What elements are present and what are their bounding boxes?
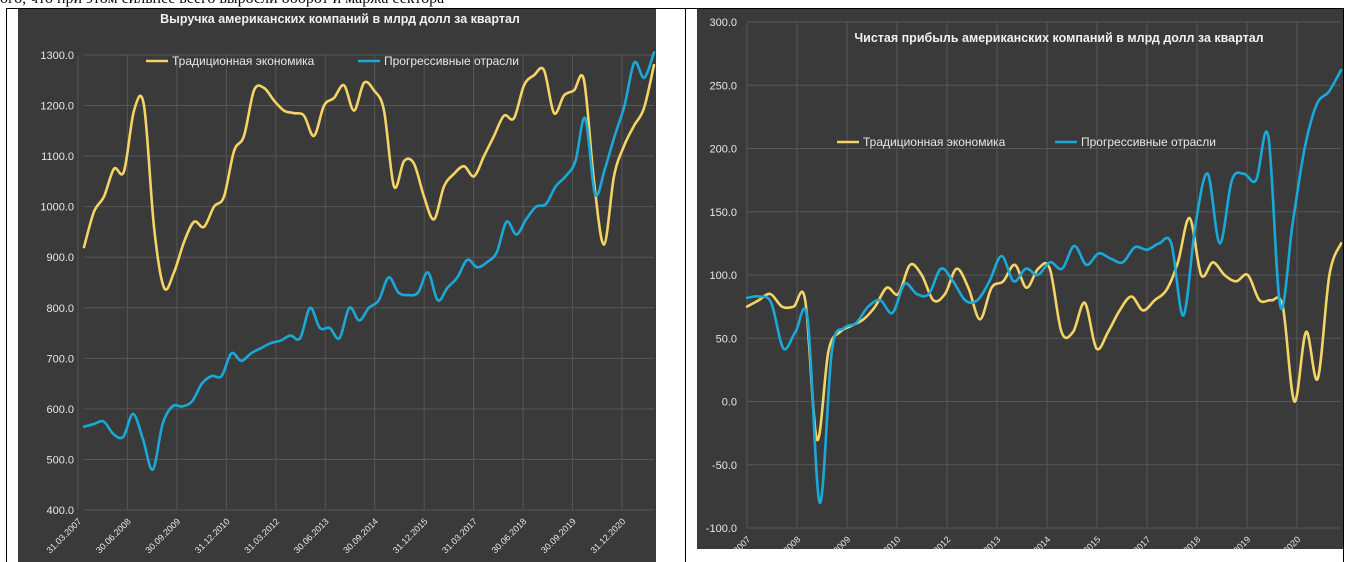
legend-label-progressive: Прогрессивные отрасли [1081,135,1216,149]
y-tick-label: 150.0 [709,207,737,219]
x-tick-label: 31.12.2015 [1063,534,1102,549]
y-tick-label: 0.0 [722,397,737,409]
legend: Традиционная экономика Прогрессивные отр… [837,135,1216,149]
x-tick-label: 30.06.2018 [490,516,529,555]
x-tick-label: 31.12.2020 [1263,534,1302,549]
x-tick-label: 31.03.2017 [1113,534,1152,549]
x-tick-label: 31.12.2010 [863,534,902,549]
x-tick-label: 30.09.2014 [1013,534,1052,549]
series-line-traditional [745,216,1343,441]
x-tick-label: 30.06.2013 [292,516,331,555]
x-tick-label: 30.06.2008 [94,516,133,555]
x-tick-label: 30.09.2019 [1213,534,1252,549]
x-tick-label: 30.09.2009 [813,534,852,549]
y-tick-label: 1200.0 [40,101,74,113]
x-tick-label: 30.09.2019 [539,516,578,555]
y-tick-label: 1300.0 [40,50,74,62]
chart-title: Чистая прибыль американских компаний в м… [854,31,1263,45]
y-tick-label: 600.0 [46,404,74,416]
x-tick-label: 31.12.2020 [588,516,627,555]
y-tick-label: 200.0 [709,144,737,156]
revenue-chart-panel: Выручка американских компаний в млрд дол… [18,9,656,562]
x-tick-label: 30.06.2008 [763,534,802,549]
y-tick-label: -50.0 [712,460,737,472]
profit-chart-panel: Чистая прибыль американских компаний в м… [697,9,1343,549]
legend: Традиционная экономика Прогрессивные отр… [146,54,519,68]
y-tick-label: 400.0 [46,505,74,517]
y-tick-label: 50.0 [716,333,737,345]
gridlines [746,21,1341,529]
revenue-chart: Выручка американских компаний в млрд дол… [40,12,656,555]
x-tick-label: 31.03.2012 [242,516,281,555]
frame-right-border [1343,8,1344,562]
legend-label-traditional: Традиционная экономика [172,54,315,68]
clipped-header-text: ого, что при этом сильнее всего выросли … [0,0,1348,8]
frame-left-border [6,8,7,562]
frame-divider [685,8,686,562]
chart-title: Выручка американских компаний в млрд дол… [160,12,520,26]
legend-label-progressive: Прогрессивные отрасли [384,54,519,68]
x-tick-label: 31.03.2007 [44,516,83,555]
y-tick-label: 1100.0 [41,151,74,163]
y-tick-label: 300.0 [709,17,737,29]
x-tick-label: 30.09.2009 [143,516,182,555]
y-tick-label: -100.0 [706,523,737,535]
y-tick-label: 1000.0 [40,202,74,214]
x-tick-label: 31.03.2017 [440,516,479,555]
y-tick-label: 500.0 [46,454,74,466]
x-tick-label: 30.06.2018 [1163,534,1202,549]
series-line-traditional [82,63,656,291]
y-tick-label: 700.0 [46,353,74,365]
gridlines [77,54,654,511]
legend-label-traditional: Традиционная экономика [863,135,1006,149]
x-tick-label: 31.12.2015 [391,516,430,555]
series-line-progressive [745,68,1343,505]
x-tick-label: 31.03.2007 [713,534,752,549]
profit-chart: Чистая прибыль американских компаний в м… [706,17,1343,549]
y-tick-label: 800.0 [46,303,74,315]
x-tick-label: 31.03.2012 [913,534,952,549]
series-line-progressive [82,51,656,471]
y-tick-label: 900.0 [46,252,74,264]
frame-top-border [6,8,1344,9]
x-tick-label: 31.12.2010 [193,516,232,555]
y-tick-label: 100.0 [709,270,737,282]
x-tick-label: 30.06.2013 [963,534,1002,549]
y-tick-label: 250.0 [709,80,737,92]
x-tick-label: 30.09.2014 [341,516,380,555]
